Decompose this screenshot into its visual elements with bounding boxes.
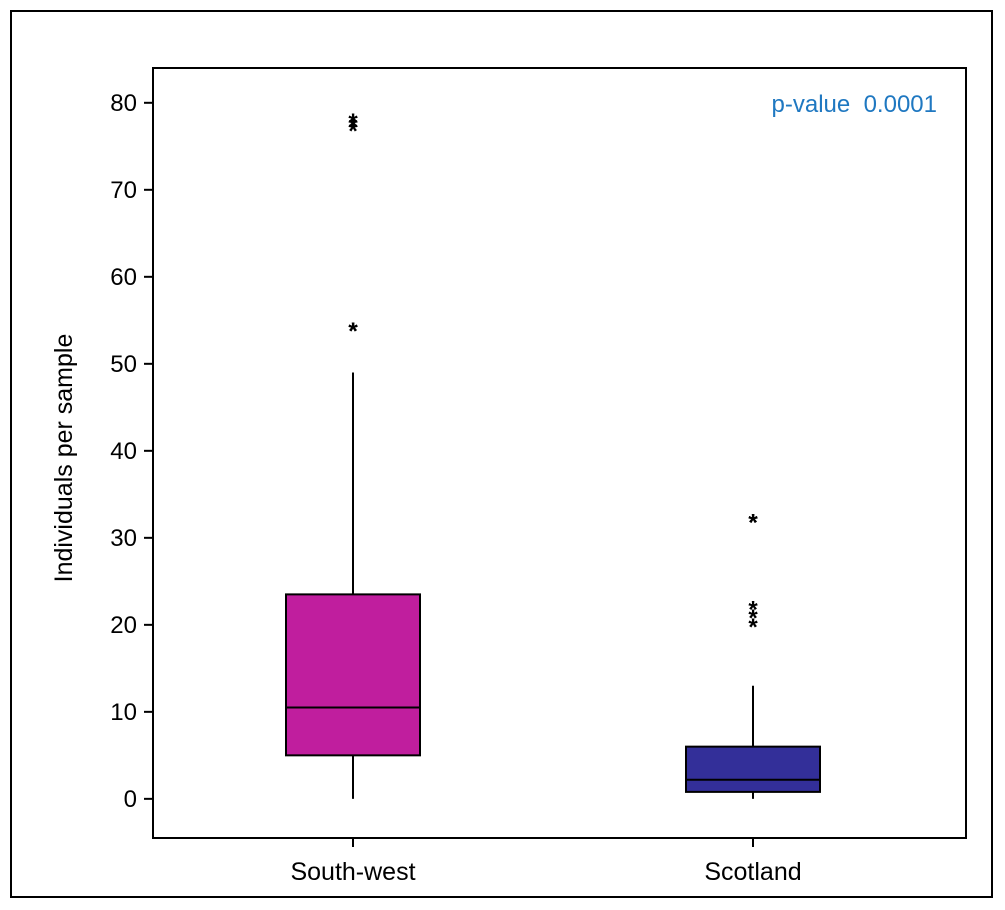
- y-tick-label: 50: [110, 351, 137, 378]
- outlier-marker: *: [748, 614, 758, 641]
- outlier-marker: *: [748, 596, 758, 623]
- outlier-marker: *: [348, 109, 358, 136]
- y-tick-label: 70: [110, 177, 137, 204]
- outlier-marker: *: [348, 114, 358, 141]
- y-tick-label: 20: [110, 612, 137, 639]
- box-group-scotland: *****: [685, 509, 821, 799]
- outlier-marker: *: [348, 118, 358, 145]
- outlier-marker: *: [348, 318, 358, 345]
- y-tick-label: 0: [124, 786, 137, 813]
- figure-frame: [10, 10, 993, 898]
- plot-area-frame: [152, 67, 967, 839]
- y-tick-label: 60: [110, 264, 137, 291]
- y-tick-label: 10: [110, 699, 137, 726]
- x-category-label: South-west: [290, 858, 415, 886]
- outlier-marker: *: [748, 605, 758, 632]
- outlier-marker: *: [348, 318, 358, 345]
- y-tick-label: 40: [110, 438, 137, 465]
- p-value-annotation: p-value 0.0001: [772, 91, 937, 118]
- outlier-marker: *: [748, 509, 758, 536]
- axes: 0 10 20 30 40 50 60 70 80 South-west Scotland: [110, 67, 967, 886]
- y-tick-label: 30: [110, 525, 137, 552]
- x-category-label: Scotland: [704, 858, 801, 886]
- plot-marks: **********: [285, 109, 821, 799]
- iqr-box: [685, 745, 821, 793]
- outlier-marker: *: [748, 509, 758, 536]
- iqr-box: [285, 593, 421, 757]
- y-tick-label: 80: [110, 90, 137, 117]
- box-group-south-west: *****: [285, 109, 421, 799]
- y-axis-title: Individuals per sample: [50, 334, 78, 583]
